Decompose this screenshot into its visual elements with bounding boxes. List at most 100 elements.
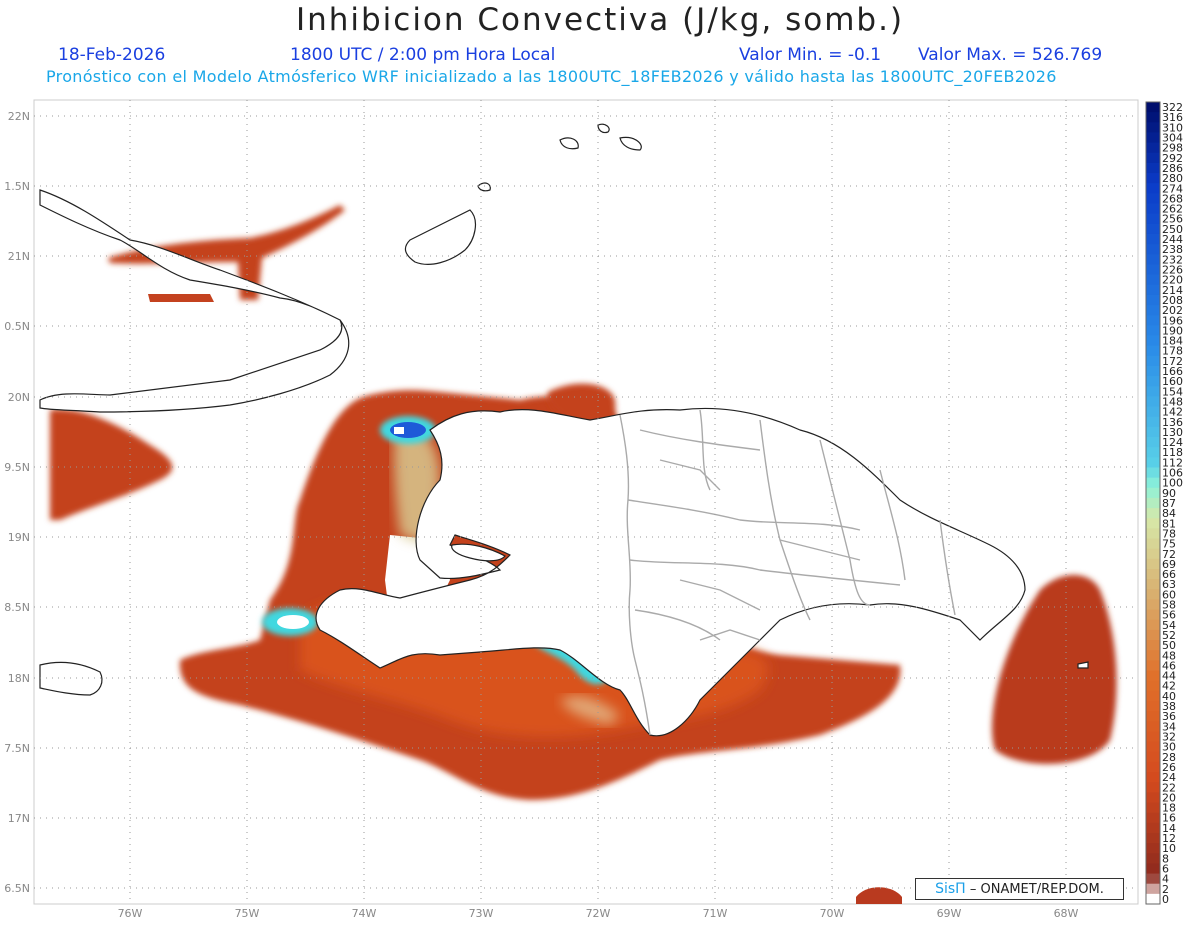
colorbar-swatch [1146, 589, 1160, 600]
colorbar-label: 87 [1162, 497, 1176, 510]
colorbar-label: 30 [1162, 741, 1176, 754]
colorbar-label: 124 [1162, 436, 1183, 449]
colorbar-label: 52 [1162, 629, 1176, 642]
colorbar-label: 322 [1162, 101, 1183, 114]
graticule [34, 100, 1138, 904]
colorbar-swatch [1146, 528, 1160, 540]
colorbar-label: 63 [1162, 578, 1176, 591]
colorbar-swatch [1146, 812, 1160, 824]
colorbar-swatch [1146, 152, 1160, 164]
colorbar-label: 8 [1162, 852, 1169, 865]
hispaniola-outline [315, 407, 1026, 737]
colorbar-label: 184 [1162, 335, 1183, 348]
colorbar-swatch [1146, 406, 1160, 418]
colorbar-label: 22 [1162, 781, 1176, 794]
colorbar-swatch [1146, 426, 1160, 438]
colorbar-swatch [1146, 294, 1160, 306]
colorbar-swatch [1146, 325, 1160, 336]
colorbar-swatch [1146, 447, 1160, 458]
bahamas-island-3 [619, 136, 642, 151]
colorbar-swatch [1146, 802, 1160, 814]
province-borders [619, 409, 956, 736]
colorbar-swatch [1146, 264, 1160, 276]
lat-label: 19N [8, 531, 30, 544]
cin-region-east-lobe [992, 575, 1117, 764]
colorbar-label: 2 [1162, 883, 1169, 896]
colorbar-swatch [1146, 863, 1160, 875]
colorbar-label: 178 [1162, 345, 1183, 358]
colorbar-swatch [1146, 873, 1160, 885]
colorbar-swatch [1146, 335, 1160, 347]
colorbar-swatch [1146, 102, 1160, 113]
colorbar-label: 44 [1162, 670, 1176, 683]
colorbar-label: 292 [1162, 152, 1183, 165]
inagua-outline [404, 209, 477, 265]
west-island-outline [39, 661, 103, 696]
colorbar-label: 36 [1162, 710, 1176, 723]
lat-label: 21N [8, 250, 30, 263]
colorbar-swatch [1146, 112, 1160, 123]
cin-pale-zone-2 [560, 695, 620, 725]
colorbar-swatch [1146, 284, 1160, 296]
colorbar-label: 196 [1162, 314, 1183, 327]
lat-label: 22N [8, 110, 30, 123]
colorbar-label: 84 [1162, 507, 1176, 520]
colorbar-label: 60 [1162, 588, 1176, 601]
colorbar-swatch [1146, 396, 1160, 408]
colorbar-label: 100 [1162, 477, 1183, 490]
colorbar-swatch [1146, 883, 1160, 895]
cin-region-west-lobe [50, 409, 173, 520]
colorbar-label: 81 [1162, 517, 1176, 530]
colorbar-label: 316 [1162, 111, 1183, 124]
cin-region-north-strip [108, 205, 345, 300]
colorbar-label: 214 [1162, 284, 1183, 297]
colorbar-label: 220 [1162, 274, 1183, 287]
colorbar-label: 226 [1162, 264, 1183, 277]
colorbar: 3223163103042982922862802742682622562502… [1145, 101, 1183, 906]
colorbar-label: 160 [1162, 375, 1183, 388]
colorbar-swatch [1146, 173, 1160, 184]
colorbar-swatch [1146, 233, 1160, 245]
colorbar-label: 24 [1162, 771, 1176, 784]
colorbar-swatch [1146, 772, 1160, 783]
bahamas-island-4 [477, 182, 491, 192]
colorbar-swatch [1146, 822, 1160, 834]
cin-region-strip2 [148, 294, 214, 302]
colorbar-label: 58 [1162, 599, 1176, 612]
lon-label: 75W [235, 907, 260, 920]
colorbar-swatch [1146, 467, 1160, 479]
colorbar-swatch [1146, 305, 1160, 316]
colorbar-label: 46 [1162, 659, 1176, 672]
colorbar-swatch [1146, 386, 1160, 397]
colorbar-label: 78 [1162, 527, 1176, 540]
lat-label: 8.5N [4, 601, 30, 614]
colorbar-swatch [1146, 843, 1160, 854]
colorbar-label: 28 [1162, 751, 1176, 764]
colorbar-swatch [1146, 650, 1160, 661]
lat-label: 0.5N [4, 320, 30, 333]
lon-label: 72W [586, 907, 611, 920]
lon-label: 68W [1054, 907, 1079, 920]
colorbar-label: 40 [1162, 690, 1176, 703]
colorbar-label: 6 [1162, 862, 1169, 875]
lon-label: 73W [469, 907, 494, 920]
forecast-description: Pronóstico con el Modelo Atmósferico WRF… [46, 67, 1057, 86]
colorbar-label: 66 [1162, 568, 1176, 581]
map-title: Inhibicion Convectiva (J/kg, somb.) [295, 2, 905, 38]
colorbar-swatch [1146, 619, 1160, 631]
forecast-date: 18-Feb-2026 [58, 45, 166, 65]
colorbar-swatch [1146, 700, 1160, 712]
colorbar-swatch [1146, 315, 1160, 326]
colorbar-label: 274 [1162, 182, 1183, 195]
colorbar-label: 244 [1162, 233, 1183, 246]
lon-axis: 76W 75W 74W 73W 72W 71W 70W 69W 68W [118, 907, 1079, 920]
colorbar-swatch [1146, 782, 1160, 793]
colorbar-label: 16 [1162, 812, 1176, 825]
colorbar-label: 310 [1162, 121, 1183, 134]
puerto-rico-edge [1077, 661, 1089, 669]
colorbar-label: 0 [1162, 893, 1169, 906]
lat-label: 20N [8, 391, 30, 404]
lat-axis: 22N 1.5N 21N 0.5N 20N 9.5N 19N 8.5N 18N … [4, 110, 30, 895]
sispi-logo: SisΠ [935, 881, 966, 897]
